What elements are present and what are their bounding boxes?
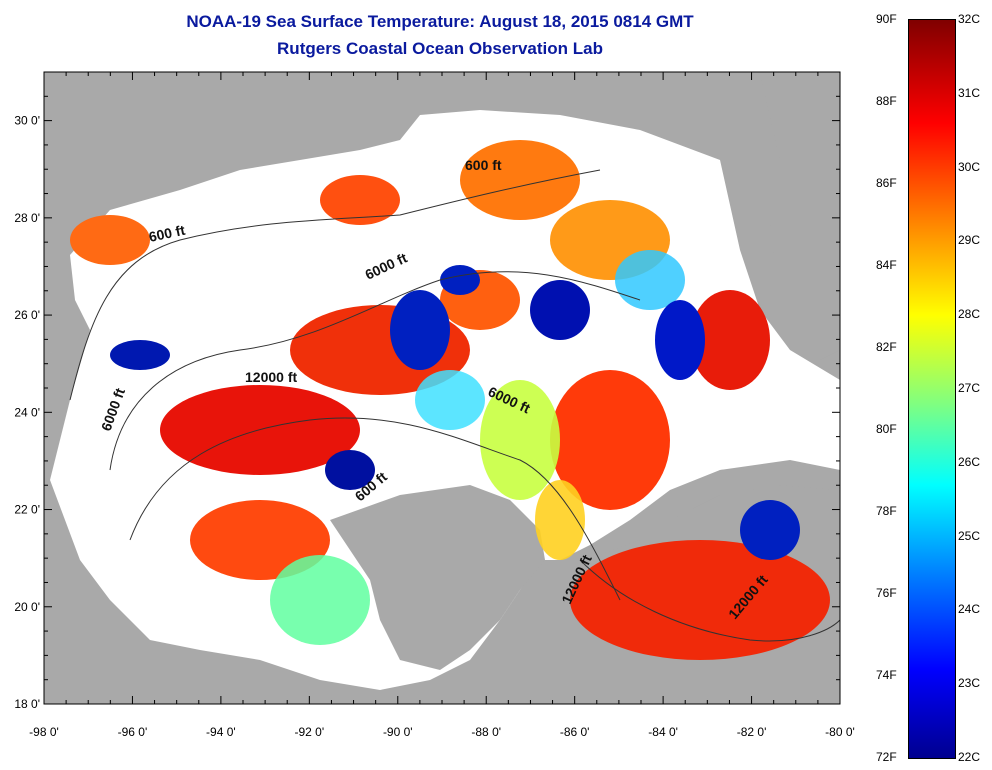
latitude-labels: 30 0' 28 0' 26 0' 24 0' 22 0' 20 0' 18 0' — [14, 114, 40, 711]
colorbar-c-label: 32C — [958, 12, 981, 26]
colorbar-f-label: 72F — [876, 750, 897, 764]
lon-tick-label: -98 0' — [29, 725, 59, 739]
lat-tick-label: 30 0' — [14, 114, 40, 128]
colorbar-c-label: 28C — [958, 307, 981, 322]
florida-land — [760, 72, 840, 360]
lon-tick-label: -88 0' — [471, 725, 501, 739]
lon-tick-label: -96 0' — [118, 725, 148, 739]
lon-tick-label: -92 0' — [295, 725, 325, 739]
lat-tick-label: 28 0' — [14, 211, 40, 225]
colorbar-f-label: 78F — [876, 504, 897, 518]
colorbar-f-label: 84F — [876, 258, 897, 272]
lat-tick-label: 22 0' — [14, 503, 40, 517]
colorbar-c-label: 23C — [958, 676, 981, 691]
longitude-labels: -98 0' -96 0' -94 0' -92 0' -90 0' -88 0' -86 … — [29, 725, 855, 739]
contour-label-1: 600 ft — [465, 157, 502, 173]
colorbar-f-label: 74F — [876, 668, 897, 682]
colorbar-f-label: 86F — [876, 176, 897, 190]
lon-tick-label: -80 0' — [825, 725, 855, 739]
lon-tick-label: -86 0' — [560, 725, 590, 739]
colorbar — [908, 19, 956, 759]
sst-mid-patches — [270, 250, 685, 645]
colorbar-c-label: 25C — [958, 528, 981, 543]
lon-tick-label: -94 0' — [206, 725, 236, 739]
colorbar-f-label: 82F — [876, 340, 897, 354]
sst-cold-patches — [110, 265, 800, 560]
sst-warm-patches — [70, 140, 830, 660]
contour-label-2: 600 ft — [147, 222, 186, 245]
colorbar-c-label: 29C — [958, 233, 981, 248]
lon-tick-label: -82 0' — [737, 725, 767, 739]
colorbar-c-label: 27C — [958, 381, 981, 395]
lon-tick-label: -90 0' — [383, 725, 413, 739]
colorbar-c-label: 26C — [958, 454, 981, 469]
contour-label-4: 12000 ft — [245, 369, 297, 385]
map-subtitle: Rutgers Coastal Ocean Observation Lab — [277, 39, 603, 58]
bathymetry-contours — [69, 169, 840, 642]
lon-tick-label: -84 0' — [648, 725, 678, 739]
colorbar-c-label: 31C — [958, 85, 981, 100]
sst-map: 600 ft 600 ft 6000 ft 12000 ft 6000 ft 6… — [14, 71, 855, 739]
colorbar-f-label: 76F — [876, 586, 897, 600]
yucatan-land — [330, 485, 545, 670]
cuba-land — [590, 465, 840, 555]
colorbar-c-label: 22C — [958, 750, 981, 764]
map-title: NOAA-19 Sea Surface Temperature: August … — [186, 12, 694, 31]
lat-tick-label: 20 0' — [14, 600, 40, 614]
lat-tick-label: 26 0' — [14, 308, 40, 322]
colorbar-f-label: 80F — [876, 422, 897, 436]
colorbar-f-label: 88F — [876, 94, 897, 108]
colorbar-f-label: 90F — [876, 12, 897, 26]
colorbar-c-label: 30C — [958, 159, 981, 174]
lat-tick-label: 24 0' — [14, 405, 40, 419]
colorbar-c-label: 24C — [958, 602, 981, 617]
axis-ticks — [43, 71, 841, 705]
lat-tick-label: 18 0' — [14, 697, 40, 711]
